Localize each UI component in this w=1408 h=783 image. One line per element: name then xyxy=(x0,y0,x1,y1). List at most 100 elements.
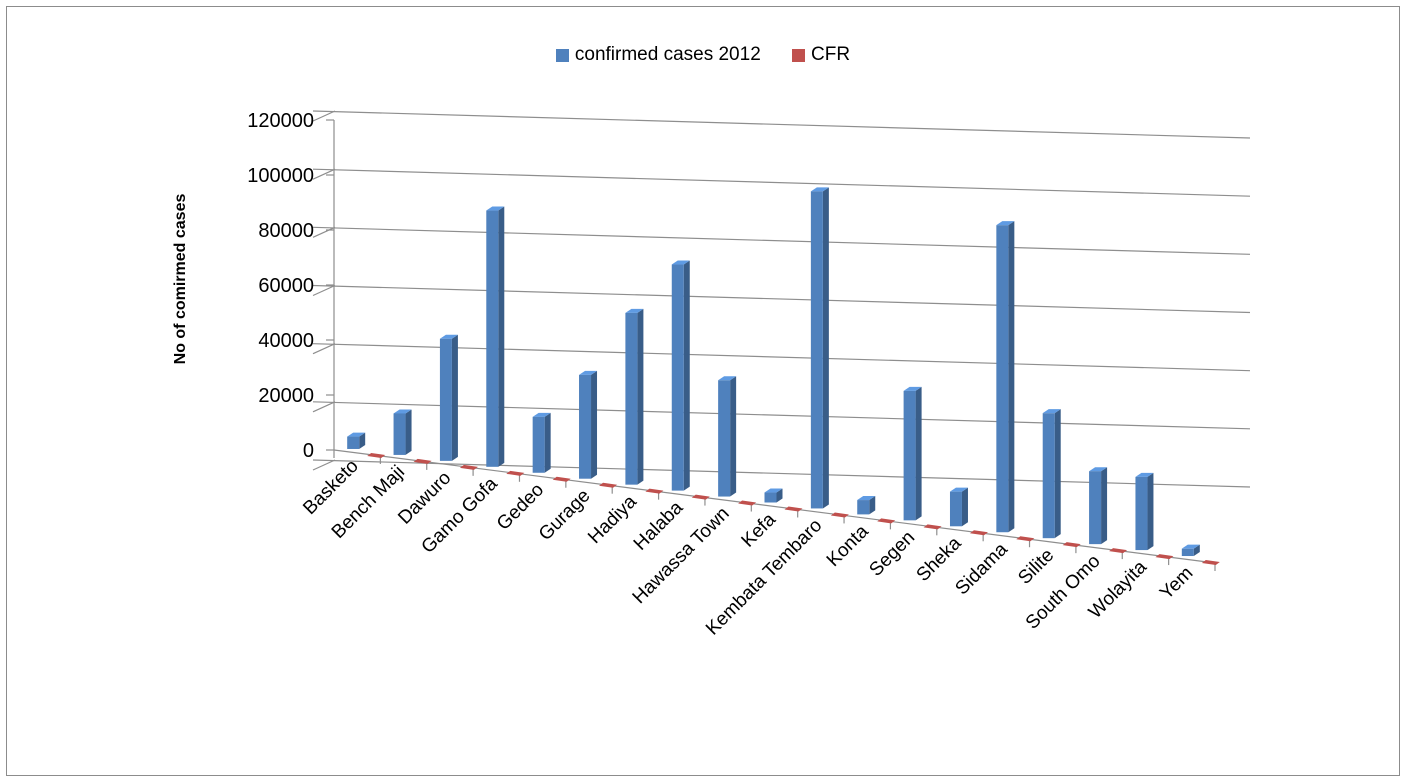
bar-confirmed-side-12 xyxy=(915,386,922,521)
bar-confirmed-side-16 xyxy=(1101,467,1108,545)
bar-cfr-13 xyxy=(969,530,988,536)
gridline-4 xyxy=(312,226,1251,255)
bar-confirmed-side-18 xyxy=(1193,544,1200,557)
bar-confirmed-side-3 xyxy=(498,206,505,467)
bar-confirmed-2 xyxy=(439,338,452,461)
bar-cfr-5 xyxy=(599,482,618,488)
legend-item-confirmed: confirmed cases 2012 xyxy=(555,44,761,66)
bar-confirmed-top-1 xyxy=(393,409,412,414)
bar-confirmed-15 xyxy=(1042,413,1055,539)
y-tick-label-4: 80000 xyxy=(258,220,314,242)
bar-confirmed-top-5 xyxy=(579,370,598,375)
bar-confirmed-side-13 xyxy=(961,487,968,527)
bar-confirmed-top-4 xyxy=(532,412,551,417)
y-tick-label-0: 0 xyxy=(303,440,314,462)
bar-confirmed-top-7 xyxy=(671,260,690,265)
bar-confirmed-side-15 xyxy=(1054,409,1061,539)
legend-swatch-cfr xyxy=(792,48,806,62)
bar-confirmed-top-6 xyxy=(625,308,644,313)
y-axis-title: No of comirmed cases xyxy=(172,194,189,365)
bar-cfr-18 xyxy=(1201,560,1220,566)
bar-confirmed-10 xyxy=(810,191,823,509)
gridline-6 xyxy=(312,110,1251,139)
bar-confirmed-14 xyxy=(996,225,1009,533)
bar-confirmed-11 xyxy=(857,500,870,515)
bar-confirmed-17 xyxy=(1135,476,1148,551)
bar-confirmed-top-2 xyxy=(439,334,458,339)
chart-plot: 0 20000 40000 60000 80000 100000 120000 No of c… xyxy=(172,110,1251,640)
gridline-side-0 xyxy=(312,459,336,471)
bar-confirmed-top-14 xyxy=(996,221,1015,226)
bar-cfr-1 xyxy=(413,458,432,464)
bar-cfr-2 xyxy=(459,464,478,470)
bar-confirmed-9 xyxy=(764,492,777,503)
bar-confirmed-top-0 xyxy=(347,432,366,437)
bar-confirmed-3 xyxy=(486,210,499,467)
bar-confirmed-side-1 xyxy=(405,409,412,455)
chart-frame: confirmed cases 2012 CFR 0 20000 40000 6000… xyxy=(6,6,1400,776)
bar-confirmed-4 xyxy=(532,416,545,473)
y-tick-label-3: 60000 xyxy=(258,275,314,297)
bar-confirmed-5 xyxy=(579,374,592,479)
bar-confirmed-13 xyxy=(949,491,962,527)
bar-confirmed-18 xyxy=(1181,548,1194,557)
bar-confirmed-0 xyxy=(347,436,360,449)
bar-confirmed-side-10 xyxy=(822,187,829,509)
bar-cfr-17 xyxy=(1155,554,1174,560)
x-tick-label-11: Konta xyxy=(823,521,873,571)
bar-confirmed-side-9 xyxy=(776,488,783,503)
bar-confirmed-16 xyxy=(1089,471,1102,545)
x-tick-label-12: Segen xyxy=(865,527,919,581)
bar-cfr-10 xyxy=(830,512,849,518)
y-tick-label-1: 20000 xyxy=(258,385,314,407)
gridline-side-3 xyxy=(312,284,336,297)
bar-cfr-11 xyxy=(877,518,896,524)
x-tick-label-9: Kefa xyxy=(738,509,781,552)
gridline-2 xyxy=(312,343,1251,372)
bar-cfr-14 xyxy=(1016,536,1035,542)
bar-confirmed-12 xyxy=(903,390,916,521)
chart-legend: confirmed cases 2012 CFR xyxy=(7,44,1399,68)
bar-confirmed-top-11 xyxy=(857,496,876,501)
bar-cfr-4 xyxy=(552,476,571,482)
legend-label-cfr: CFR xyxy=(811,44,851,65)
bar-confirmed-top-17 xyxy=(1135,472,1154,477)
legend-item-cfr: CFR xyxy=(792,44,850,66)
bar-cfr-12 xyxy=(923,524,942,530)
bar-confirmed-side-2 xyxy=(451,334,458,461)
bar-confirmed-top-15 xyxy=(1042,409,1061,414)
bar-confirmed-8 xyxy=(718,380,731,497)
gridline-5 xyxy=(312,168,1251,197)
y-tick-label-5: 100000 xyxy=(247,165,314,187)
y-tick-label-2: 40000 xyxy=(258,330,314,352)
bar-confirmed-top-16 xyxy=(1089,467,1108,472)
gridline-side-4 xyxy=(312,226,336,238)
bar-confirmed-side-11 xyxy=(869,496,876,515)
bar-confirmed-1 xyxy=(393,413,406,455)
x-tick-label-15: Silite xyxy=(1014,545,1058,589)
bar-cfr-0 xyxy=(367,452,386,458)
bar-confirmed-side-8 xyxy=(730,376,737,497)
bar-confirmed-7 xyxy=(671,264,684,491)
bar-cfr-16 xyxy=(1109,548,1128,554)
bar-cfr-15 xyxy=(1062,542,1081,548)
bar-confirmed-side-4 xyxy=(544,412,551,473)
gridline-side-2 xyxy=(312,343,336,355)
bar-confirmed-side-17 xyxy=(1147,472,1154,551)
bar-confirmed-side-6 xyxy=(637,308,644,485)
bar-confirmed-side-7 xyxy=(683,260,690,491)
legend-label-confirmed: confirmed cases 2012 xyxy=(574,44,761,65)
bar-confirmed-top-13 xyxy=(949,487,968,492)
gridline-side-1 xyxy=(312,401,336,413)
gridline-side-5 xyxy=(312,168,336,180)
bar-confirmed-side-14 xyxy=(1008,221,1015,533)
bar-cfr-6 xyxy=(645,488,664,494)
bar-cfr-7 xyxy=(691,494,710,500)
gridline-1 xyxy=(312,401,1251,430)
gridline-side-6 xyxy=(312,110,336,122)
bar-cfr-8 xyxy=(738,500,757,506)
bar-confirmed-top-18 xyxy=(1181,544,1200,549)
bar-confirmed-side-0 xyxy=(359,432,366,449)
bar-confirmed-top-10 xyxy=(810,187,829,192)
bar-confirmed-top-12 xyxy=(903,386,922,391)
